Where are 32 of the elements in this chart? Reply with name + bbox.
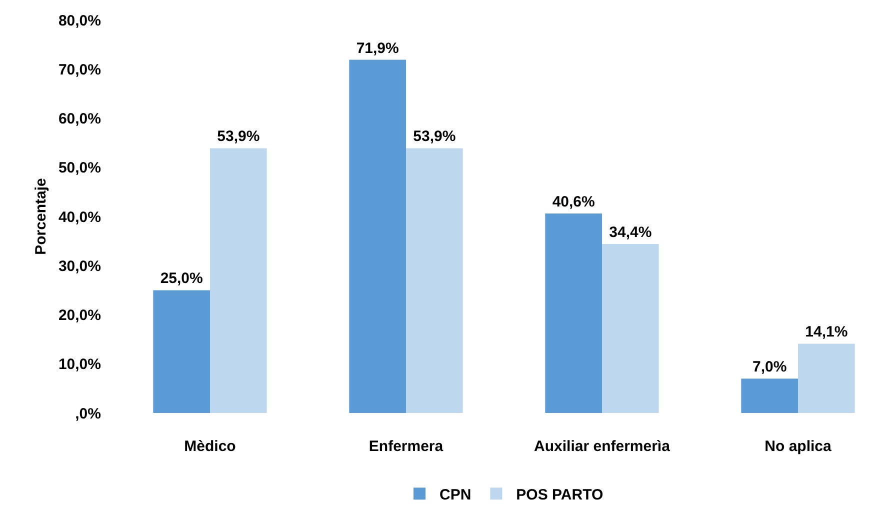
data-label: 40,6% <box>552 194 595 211</box>
y-tick-label: 40,0% <box>58 208 101 226</box>
bar <box>602 244 659 413</box>
y-tick-label: 10,0% <box>58 356 101 374</box>
x-tick-label: Mèdico <box>184 438 236 455</box>
bar <box>545 214 602 413</box>
data-label: 53,9% <box>413 128 456 146</box>
legend-label: POS PARTO <box>516 486 604 504</box>
y-axis-title: Porcentaje <box>32 178 50 255</box>
bar <box>406 148 463 413</box>
y-tick-label: 50,0% <box>58 160 101 177</box>
y-tick-label: 80,0% <box>58 12 101 30</box>
data-label: 34,4% <box>609 224 652 242</box>
bar <box>741 378 798 413</box>
data-label: 7,0% <box>752 358 787 376</box>
x-tick-label: No aplica <box>764 438 832 455</box>
y-tick-label: 30,0% <box>58 258 101 275</box>
data-label: 14,1% <box>805 324 848 341</box>
x-tick-label: Auxiliar enfermerìa <box>534 438 671 455</box>
y-tick-label: 20,0% <box>58 307 101 324</box>
bar <box>349 60 406 413</box>
data-label: 25,0% <box>160 270 203 288</box>
data-label: 71,9% <box>356 40 399 57</box>
y-tick-label: 60,0% <box>58 110 101 128</box>
legend-label: CPN <box>440 486 472 504</box>
y-tick-label: 70,0% <box>58 61 101 78</box>
bar <box>798 344 855 413</box>
bar <box>153 290 210 413</box>
data-label: 53,9% <box>217 128 260 146</box>
x-tick-label: Enfermera <box>368 438 444 455</box>
bar <box>210 148 267 413</box>
y-tick-label: ,0% <box>75 405 101 422</box>
